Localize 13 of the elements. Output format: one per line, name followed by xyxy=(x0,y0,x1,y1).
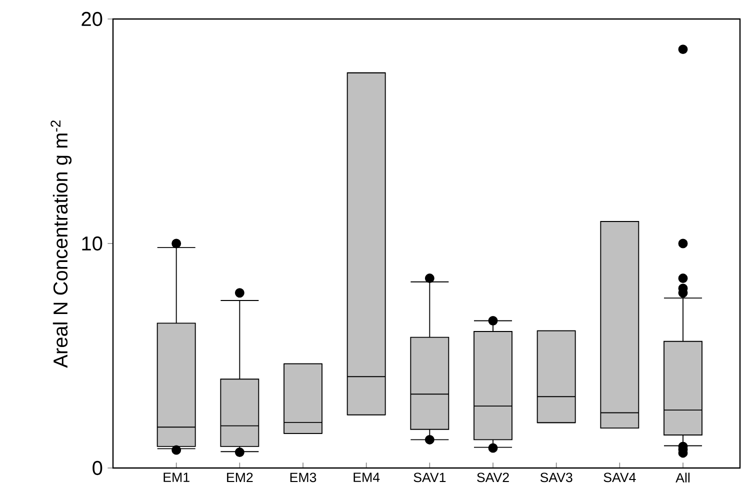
y-tick-label: 10 xyxy=(82,236,102,251)
x-tick-label: EM2 xyxy=(227,472,253,482)
x-tick-label: SAV3 xyxy=(540,472,572,482)
y-tick-label: 20 xyxy=(82,12,102,26)
x-tick-label: EM4 xyxy=(354,472,380,482)
x-tick-label: EM1 xyxy=(164,472,190,482)
y-tick-label: 0 xyxy=(92,460,102,476)
x-tick-label: All xyxy=(676,472,690,482)
y-axis-title: Areal N Concentration g m$^{-2}$ xyxy=(50,120,72,368)
x-tick-label: EM3 xyxy=(290,472,316,482)
x-tick-label: SAV1 xyxy=(414,472,446,482)
x-tick-label: SAV2 xyxy=(477,472,509,482)
x-tick-label: SAV4 xyxy=(604,472,636,482)
